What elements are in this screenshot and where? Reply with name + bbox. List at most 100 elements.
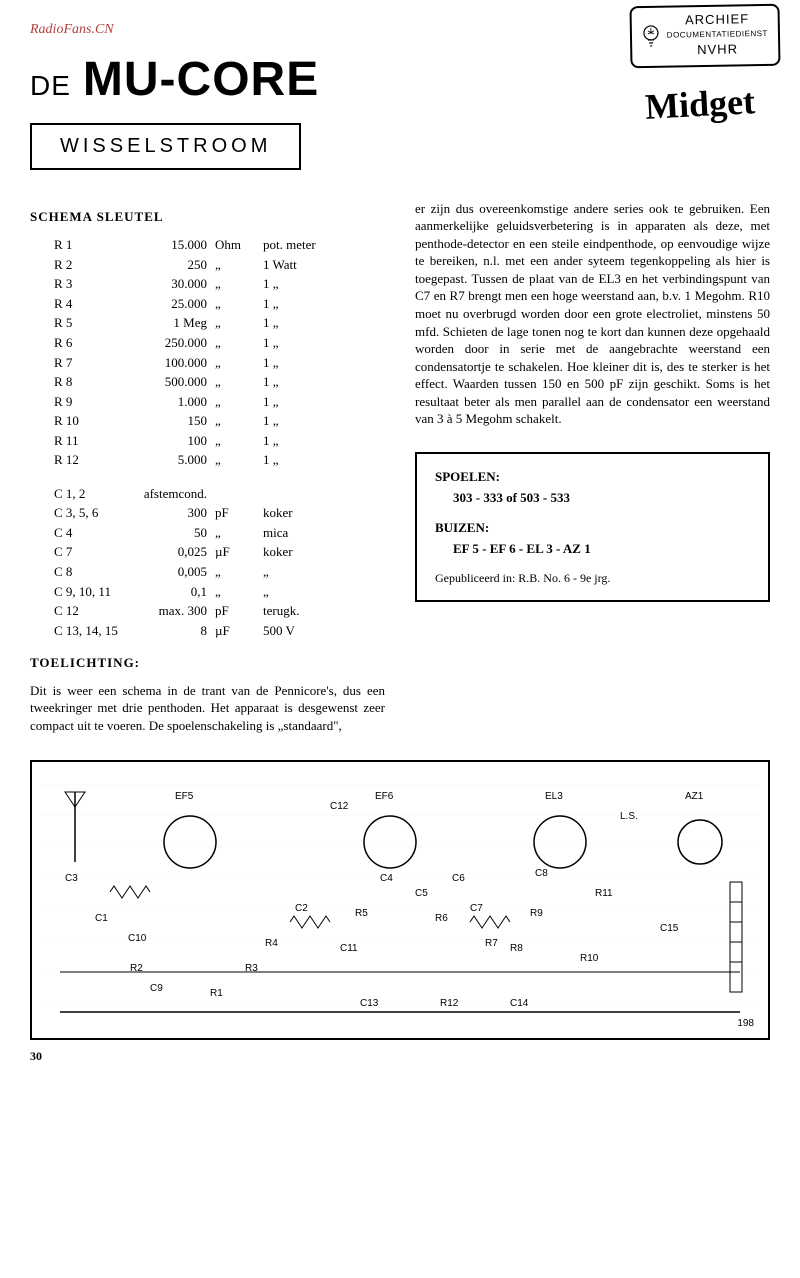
parts-cell-ref: C 9, 10, 11 (50, 582, 133, 602)
component-label: C11 (340, 942, 358, 956)
title-prefix: DE (30, 67, 71, 105)
parts-cell-note: 500 V (259, 621, 303, 641)
tube-label-el3: EL3 (545, 790, 563, 804)
parts-row: C 70,025µFkoker (50, 542, 303, 562)
stamp-line3: NVHR (667, 40, 768, 59)
parts-cell-unit: „ (211, 294, 259, 314)
parts-cell-unit: „ (211, 392, 259, 412)
parts-cell-note: 1 „ (259, 392, 320, 412)
parts-cell-note: 1 „ (259, 294, 320, 314)
component-label: C13 (360, 997, 378, 1011)
component-label: C5 (415, 887, 428, 901)
capacitor-table: C 1, 2afstemcond.C 3, 5, 6300pFkokerC 45… (50, 484, 303, 640)
buizen-label: BUIZEN: (435, 519, 750, 537)
parts-cell-note: mica (259, 523, 303, 543)
parts-cell-unit: „ (211, 372, 259, 392)
stamp-line2: DOCUMENTATIEDIENST (667, 28, 768, 41)
parts-cell-val: 300 (133, 503, 211, 523)
left-column: SCHEMA SLEUTEL R 115.000Ohmpot. meter R 2… (30, 200, 385, 735)
parts-cell-val: 25.000 (133, 294, 211, 314)
page-number: 30 (30, 1048, 770, 1064)
parts-cell-unit (211, 484, 259, 504)
parts-cell-unit: „ (211, 411, 259, 431)
parts-cell-ref: C 13, 14, 15 (50, 621, 133, 641)
parts-cell-note: 1 „ (259, 333, 320, 353)
parts-cell-ref: R 1 (50, 235, 133, 255)
parts-cell-ref: R 6 (50, 333, 133, 353)
parts-cell-unit: „ (211, 431, 259, 451)
parts-cell-unit: pF (211, 601, 259, 621)
archive-stamp: ARCHIEF DOCUMENTATIEDIENST NVHR (630, 4, 781, 68)
parts-cell-val: 250 (133, 255, 211, 275)
parts-cell-note: 1 „ (259, 431, 320, 451)
schematic-diagram: EF5 EF6 EL3 AZ1 198 C3C1C10R2C9R1R3R4C2C… (30, 760, 770, 1040)
component-label: C12 (330, 800, 348, 814)
parts-cell-unit: „ (211, 274, 259, 294)
parts-cell-val: 30.000 (133, 274, 211, 294)
title-main: MU-CORE (83, 48, 319, 113)
circuit-svg (40, 772, 760, 1032)
parts-cell-val: 100 (133, 431, 211, 451)
parts-cell-unit: „ (211, 582, 259, 602)
component-label: C3 (65, 872, 78, 886)
body-right: er zijn dus overeenkomstige andere serie… (415, 200, 770, 428)
parts-cell-val: max. 300 (133, 601, 211, 621)
tube-label-ef6: EF6 (375, 790, 393, 804)
parts-cell-unit: „ (211, 313, 259, 333)
parts-cell-val: 0,005 (133, 562, 211, 582)
parts-cell-unit: µF (211, 542, 259, 562)
parts-cell-ref: R 2 (50, 255, 133, 275)
publication-info: Gepubliceerd in: R.B. No. 6 - 9e jrg. (435, 570, 750, 586)
parts-cell-note: „ (259, 582, 303, 602)
parts-cell-unit: „ (211, 450, 259, 470)
parts-row: R 125.000„1 „ (50, 450, 320, 470)
tube-label-az1: AZ1 (685, 790, 703, 804)
page-header: RadioFans.CN ARCHIEF DOCUMENTATIEDIENST … (30, 20, 770, 170)
tube-label-ef5: EF5 (175, 790, 193, 804)
figure-number: 198 (737, 1017, 754, 1031)
parts-cell-ref: R 10 (50, 411, 133, 431)
component-label: R3 (245, 962, 258, 976)
component-label: R11 (595, 887, 613, 901)
parts-cell-val: 15.000 (133, 235, 211, 255)
schema-sleutel-title: SCHEMA SLEUTEL (30, 208, 385, 226)
parts-cell-note: pot. meter (259, 235, 320, 255)
parts-cell-unit: Ohm (211, 235, 259, 255)
parts-cell-val: 100.000 (133, 353, 211, 373)
component-label: R5 (355, 907, 368, 921)
toelichting-text: Dit is weer een schema in de trant van d… (30, 682, 385, 735)
parts-cell-val: 150 (133, 411, 211, 431)
watermark: RadioFans.CN (30, 22, 114, 37)
parts-cell-note: 1 „ (259, 372, 320, 392)
info-box: SPOELEN: 303 - 333 of 503 - 533 BUIZEN: … (415, 452, 770, 602)
parts-cell-ref: C 1, 2 (50, 484, 133, 504)
content-columns: SCHEMA SLEUTEL R 115.000Ohmpot. meter R 2… (30, 200, 770, 735)
parts-cell-ref: R 4 (50, 294, 133, 314)
parts-cell-note: 1 „ (259, 274, 320, 294)
schematic-placeholder: EF5 EF6 EL3 AZ1 198 C3C1C10R2C9R1R3R4C2C… (40, 772, 760, 1032)
parts-cell-val: afstemcond. (133, 484, 211, 504)
component-label: C2 (295, 902, 308, 916)
parts-cell-ref: C 12 (50, 601, 133, 621)
parts-cell-ref: C 8 (50, 562, 133, 582)
parts-cell-note: 1 „ (259, 313, 320, 333)
parts-cell-val: 50 (133, 523, 211, 543)
component-label: C7 (470, 902, 483, 916)
parts-cell-ref: C 4 (50, 523, 133, 543)
parts-cell-val: 0,1 (133, 582, 211, 602)
parts-row: R 330.000„1 „ (50, 274, 320, 294)
parts-cell-val: 500.000 (133, 372, 211, 392)
component-label: C10 (128, 932, 146, 946)
title-midget: Midget (644, 77, 756, 131)
spoelen-label: SPOELEN: (435, 468, 750, 486)
component-label: R4 (265, 937, 278, 951)
parts-cell-unit: „ (211, 255, 259, 275)
component-label: L.S. (620, 810, 638, 824)
parts-cell-unit: „ (211, 333, 259, 353)
component-label: C15 (660, 922, 678, 936)
parts-row: C 450„mica (50, 523, 303, 543)
component-label: C6 (452, 872, 465, 886)
component-label: C9 (150, 982, 163, 996)
parts-cell-ref: R 5 (50, 313, 133, 333)
spoelen-values: 303 - 333 of 503 - 533 (453, 489, 750, 507)
